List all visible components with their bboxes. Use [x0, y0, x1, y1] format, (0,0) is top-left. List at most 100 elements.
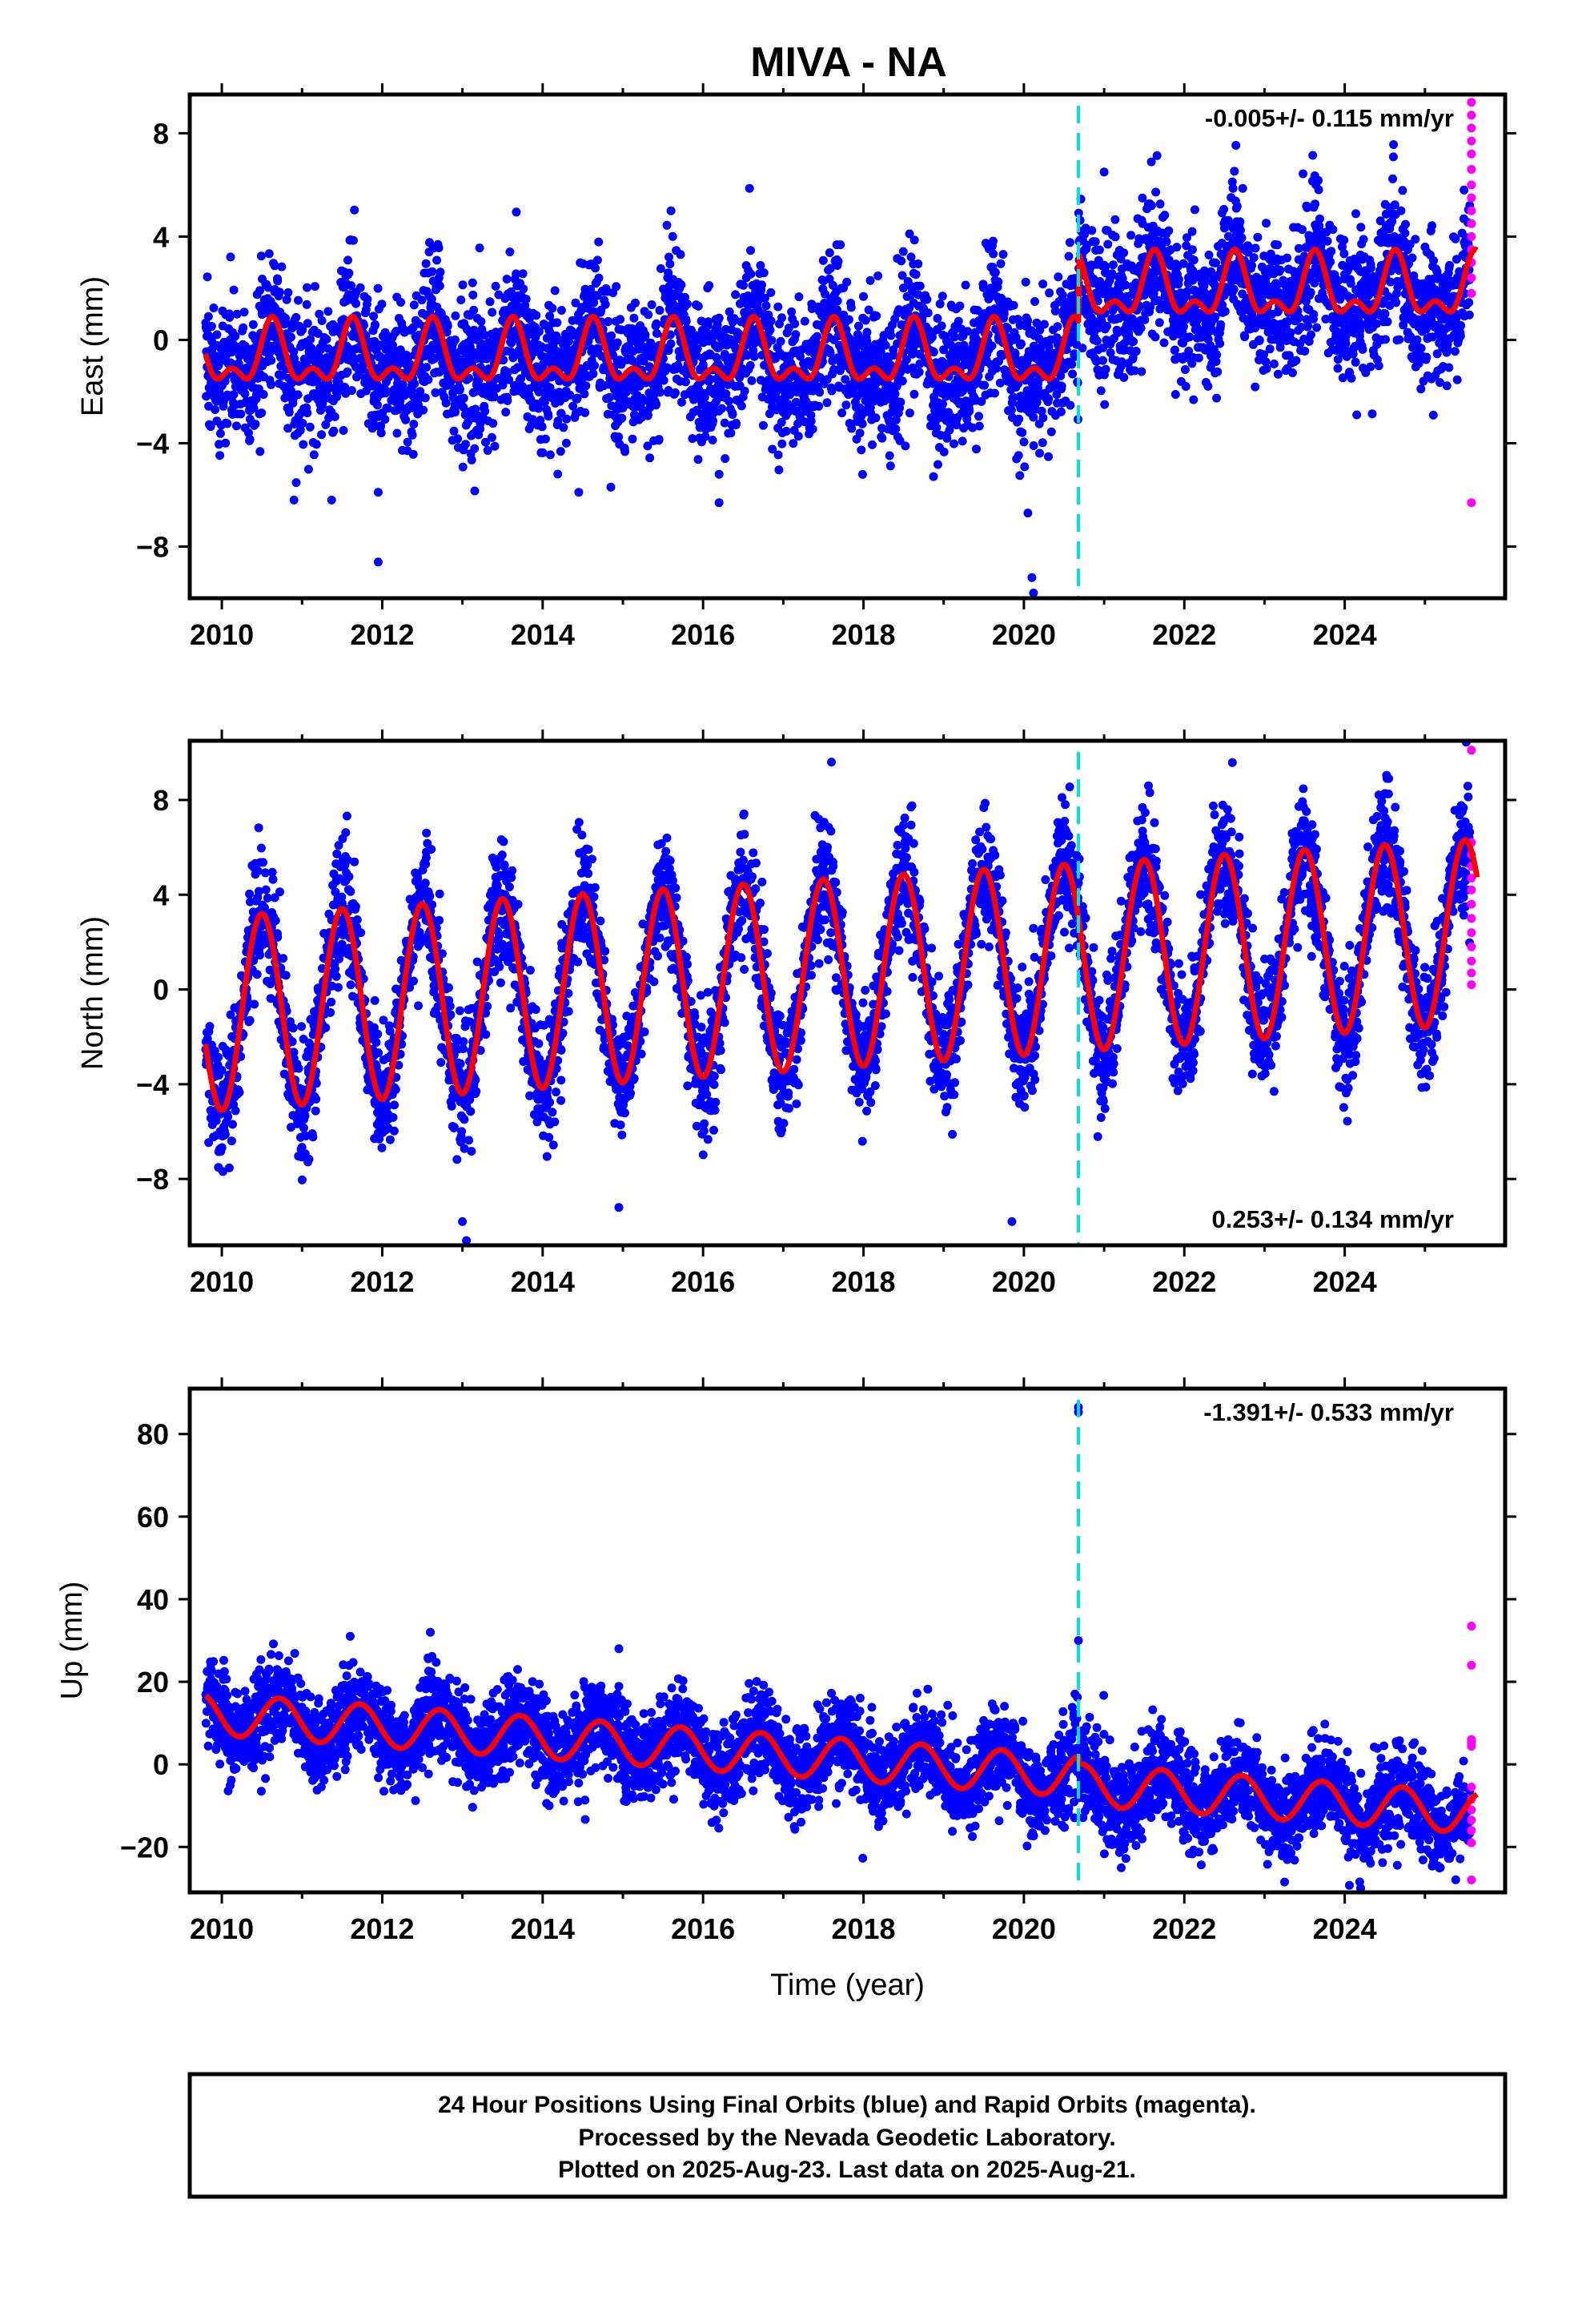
final-orbit-point [1162, 237, 1171, 247]
final-orbit-point [303, 464, 313, 474]
final-orbit-point [458, 462, 468, 472]
final-orbit-point [1388, 174, 1398, 183]
final-orbit-point [833, 296, 842, 306]
final-orbit-point [915, 281, 925, 291]
final-orbit-point [436, 267, 445, 277]
final-orbit-point [556, 408, 566, 418]
final-orbit-point [1100, 400, 1110, 409]
final-orbit-point [825, 248, 834, 258]
final-orbit-point [668, 231, 677, 241]
final-orbit-point [1422, 352, 1431, 362]
final-orbit-point [273, 276, 283, 286]
final-orbit-point [1391, 298, 1401, 308]
final-orbit-point [1251, 382, 1260, 392]
final-orbit-point [594, 273, 604, 283]
final-orbit-point [480, 330, 489, 340]
final-orbit-point [1164, 226, 1174, 235]
final-orbit-point [990, 388, 999, 398]
final-orbit-point [1129, 336, 1138, 346]
final-orbit-point [421, 259, 431, 268]
final-orbit-point [416, 387, 425, 396]
final-orbit-point [537, 422, 547, 432]
final-orbit-point [747, 376, 757, 385]
final-orbit-point [330, 412, 339, 421]
final-orbit-point [1181, 382, 1191, 391]
final-orbit-point [414, 394, 424, 404]
final-orbit-point [800, 316, 809, 326]
final-orbit-point [373, 283, 383, 293]
final-orbit-point [1009, 300, 1018, 310]
final-orbit-point [808, 424, 817, 434]
final-orbit-point [721, 454, 730, 464]
final-orbit-point [676, 250, 685, 259]
final-orbit-point [211, 405, 220, 414]
final-orbit-point [933, 314, 942, 323]
final-orbit-point [652, 328, 661, 338]
final-orbit-point [825, 348, 835, 358]
final-orbit-point [1038, 279, 1048, 289]
final-orbit-point [215, 440, 223, 449]
final-orbit-point [923, 308, 933, 318]
final-orbit-point [857, 419, 867, 428]
final-orbit-point [592, 255, 602, 265]
final-orbit-point [303, 408, 312, 418]
final-orbit-point [909, 235, 919, 245]
final-orbit-point [885, 451, 894, 460]
final-orbit-point [298, 419, 307, 428]
final-orbit-point [996, 259, 1006, 268]
final-orbit-point [1154, 318, 1164, 328]
final-orbit-point [1309, 310, 1319, 320]
final-orbit-point [215, 428, 225, 438]
final-orbit-point [1189, 395, 1199, 404]
final-orbit-point [1328, 225, 1338, 235]
final-orbit-point [965, 406, 974, 416]
final-orbit-point [994, 277, 1003, 287]
final-orbit-point [1030, 297, 1039, 306]
final-orbit-point [534, 327, 544, 336]
final-orbit-point [1269, 360, 1279, 368]
final-orbit-point [1315, 214, 1324, 223]
final-orbit-point [565, 390, 575, 400]
final-orbit-point [1057, 381, 1066, 391]
final-orbit-point [761, 301, 771, 311]
final-orbit-point [1190, 205, 1199, 215]
final-orbit-point [890, 389, 900, 399]
final-orbit-point [937, 321, 946, 331]
final-orbit-point [1427, 221, 1437, 231]
final-orbit-point [1366, 263, 1375, 273]
final-orbit-point [1323, 236, 1332, 246]
final-orbit-point [1307, 330, 1315, 340]
final-orbit-point [1311, 199, 1319, 209]
final-orbit-point [1411, 235, 1420, 244]
final-orbit-point [309, 450, 319, 460]
final-orbit-point [897, 256, 906, 266]
final-orbit-point [1339, 249, 1349, 259]
final-orbit-point [236, 409, 246, 419]
final-orbit-point [1200, 277, 1210, 287]
final-orbit-point [1351, 357, 1360, 367]
final-orbit-point [347, 386, 356, 396]
final-orbit-point [746, 269, 756, 279]
final-orbit-point [380, 415, 390, 424]
final-orbit-point [659, 376, 669, 385]
final-orbit-point [1092, 336, 1102, 346]
final-orbit-point [998, 250, 1008, 259]
final-orbit-point [814, 401, 824, 411]
final-orbit-point [612, 282, 621, 292]
final-orbit-point [248, 320, 258, 329]
final-orbit-point [580, 408, 590, 417]
final-orbit-point [501, 408, 511, 417]
final-orbit-point [1110, 215, 1120, 224]
final-orbit-point [294, 296, 303, 305]
final-orbit-point [989, 249, 998, 259]
final-orbit-point [693, 455, 703, 464]
final-orbit-point [774, 465, 784, 475]
final-orbit-point [643, 441, 652, 451]
final-orbit-point [1155, 199, 1165, 209]
final-orbit-point [1146, 201, 1156, 211]
final-orbit-point [857, 445, 866, 455]
final-orbit-point [1308, 151, 1318, 160]
final-orbit-point [833, 256, 843, 266]
final-orbit-point [505, 247, 515, 257]
final-orbit-point [999, 309, 1009, 319]
